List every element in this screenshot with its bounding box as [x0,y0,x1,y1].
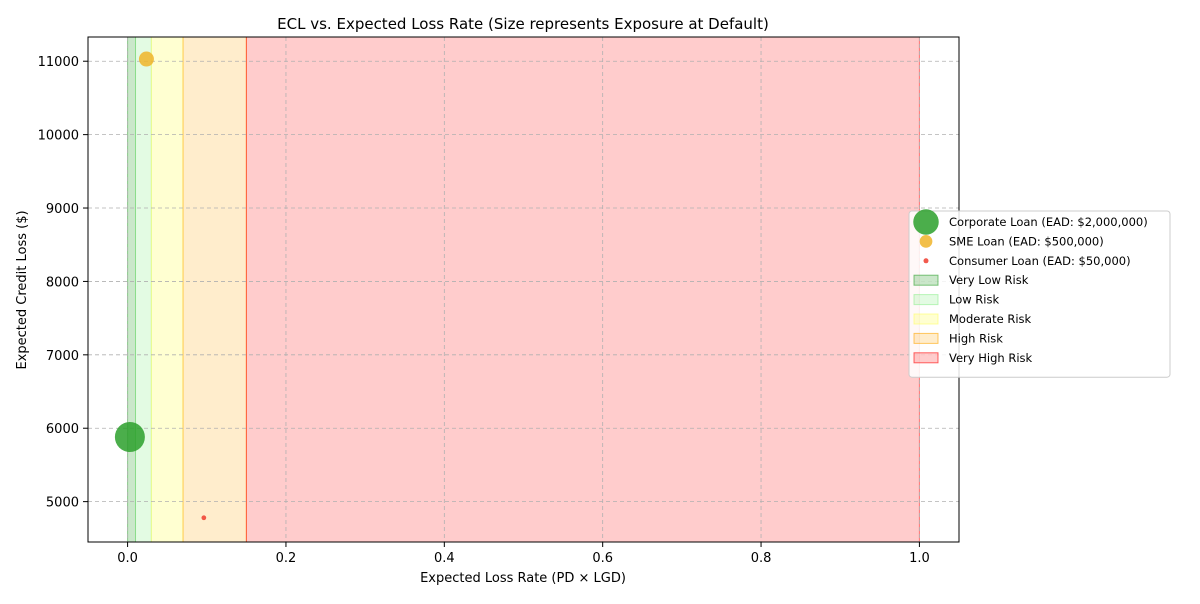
risk-band-2 [150,36,184,543]
x-tick-label-2: 0.4 [434,551,455,566]
legend-swatch-band-0 [913,274,939,286]
data-point-0 [114,422,145,453]
legend-label-series-1: SME Loan (EAD: $500,000) [949,234,1104,248]
legend-label-band-0: Very Low Risk [949,273,1029,287]
risk-band-1 [135,36,152,543]
legend-marker-series-0 [913,209,939,235]
legend-label-series-2: Consumer Loan (EAD: $50,000) [949,254,1131,268]
risk-band-3 [182,36,247,543]
x-axis-label: Expected Loss Rate (PD × LGD) [420,571,626,586]
y-tick-label-1: 6000 [46,422,79,437]
legend-label-band-2: Moderate Risk [949,312,1032,326]
x-tick-label-0: 0.0 [117,551,138,566]
x-tick-label-5: 1.0 [909,551,930,566]
x-tick-label-3: 0.6 [592,551,613,566]
data-point-2 [201,515,207,521]
y-tick-label-5: 10000 [38,129,79,144]
risk-band-0 [127,36,137,543]
data-points [114,51,207,521]
data-point-1 [138,51,154,67]
legend-swatch-band-3 [913,332,939,344]
x-axis-ticks: 0.0 0.2 0.4 0.6 0.8 1.0 [117,542,930,566]
legend-label-band-4: Very High Risk [949,351,1033,365]
legend-label-series-0: Corporate Loan (EAD: $2,000,000) [949,215,1148,229]
legend-label-band-3: High Risk [949,331,1003,345]
y-tick-label-2: 7000 [46,349,79,364]
legend-frame [908,210,1171,378]
legend-swatch-band-4 [913,352,939,364]
risk-band-4 [245,36,920,543]
legend: Corporate Loan (EAD: $2,000,000) SME Loan… [908,209,1171,378]
legend-swatch-band-2 [913,313,939,325]
legend-label-band-1: Low Risk [949,293,999,307]
y-axis-label: Expected Credit Loss ($) [15,210,30,369]
y-tick-label-3: 8000 [46,275,79,290]
legend-marker-series-2 [923,258,929,264]
chart-title: ECL vs. Expected Loss Rate (Size represe… [277,15,769,33]
legend-marker-series-1 [919,235,933,248]
y-axis-ticks: 5000 6000 7000 8000 9000 10000 11000 [38,55,88,511]
x-tick-label-1: 0.2 [276,551,297,566]
x-tick-label-4: 0.8 [751,551,772,566]
risk-bands [127,36,920,543]
y-tick-label-4: 9000 [46,202,79,217]
y-tick-label-6: 11000 [38,55,79,70]
legend-swatch-band-1 [913,294,939,306]
y-tick-label-0: 5000 [46,496,79,511]
